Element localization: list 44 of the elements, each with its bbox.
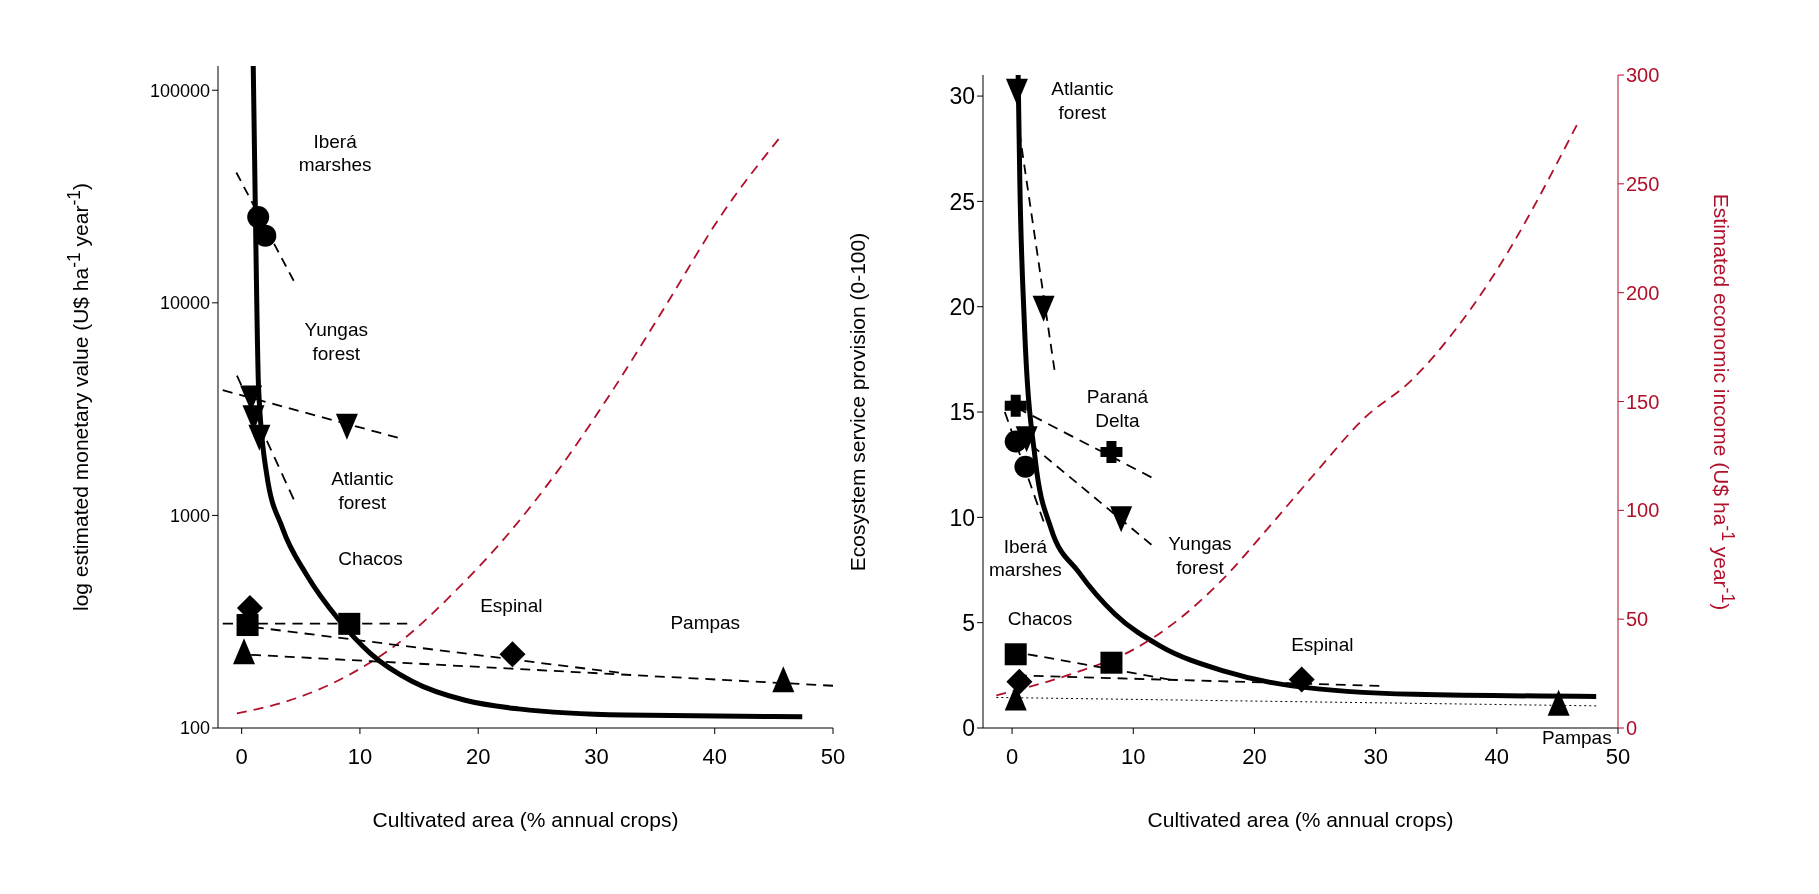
x-axis-title: Cultivated area (% annual crops): [371, 808, 680, 832]
annotation: Yungas forest: [304, 318, 368, 364]
annotation: Chacos: [338, 547, 403, 569]
annotation: Yungas forest: [1168, 532, 1232, 578]
y-tick-label: 10000: [159, 293, 210, 314]
x-tick-label: 30: [584, 743, 609, 769]
x-tick-label: 20: [1242, 743, 1267, 769]
y-tick-label: 100000: [149, 80, 210, 101]
y-tick-label: 0: [962, 715, 975, 742]
annotation: Espinal: [480, 594, 543, 616]
annotation: Iberá marshes: [988, 535, 1062, 580]
y-tick-label: 100: [179, 718, 210, 739]
y-tick-label: 10: [949, 504, 975, 531]
y-tick-label: 25: [949, 188, 975, 215]
annotation: Pampas: [670, 611, 741, 633]
y2-tick-label: 100: [1626, 499, 1660, 522]
y-tick-label: 15: [949, 399, 975, 426]
annotation: Chacos: [1007, 607, 1073, 629]
y2-tick-label: 200: [1626, 281, 1660, 304]
y-tick-label: 20: [949, 293, 975, 320]
x-tick-label: 40: [702, 743, 727, 769]
annotation: Espinal: [1291, 633, 1354, 655]
y-tick-label: 1000: [169, 505, 210, 526]
y-tick-label: 5: [962, 609, 975, 636]
y2-tick-label: 0: [1626, 717, 1638, 740]
y2-tick-label: 250: [1626, 172, 1660, 195]
x-tick-label: 40: [1484, 743, 1510, 769]
annotation: Atlantic forest: [1051, 77, 1114, 123]
x-tick-label: 10: [1121, 743, 1146, 769]
y-tick-label: 30: [949, 83, 975, 110]
y-axis-title: Ecosystem service provision (0-100): [846, 232, 870, 571]
x-tick-label: 0: [235, 743, 248, 769]
annotation: Iberá marshes: [298, 130, 372, 175]
x-axis-title: Cultivated area (% annual crops): [1146, 808, 1455, 832]
y2-tick-label: 50: [1626, 608, 1649, 631]
x-tick-label: 0: [1005, 743, 1019, 769]
x-tick-label: 10: [347, 743, 373, 769]
annotation: Atlantic forest: [331, 467, 394, 513]
x-tick-label: 30: [1363, 743, 1388, 769]
x-tick-label: 20: [465, 743, 491, 769]
x-tick-label: 50: [820, 743, 846, 769]
y2-tick-label: 150: [1626, 390, 1660, 413]
annotation: Paraná Delta: [1086, 385, 1149, 431]
y2-tick-label: 300: [1626, 64, 1660, 87]
